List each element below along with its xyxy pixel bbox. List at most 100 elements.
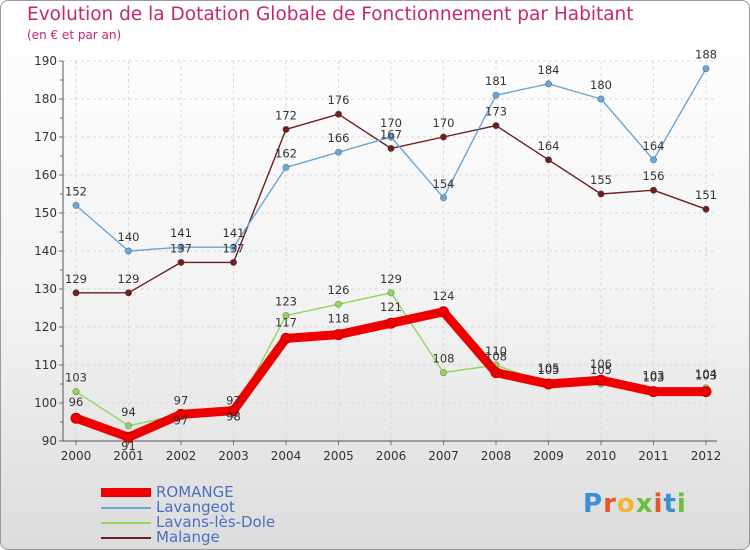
- data-label: 129: [118, 272, 140, 286]
- x-tick-label: 2005: [323, 449, 354, 463]
- data-point: [439, 133, 447, 141]
- data-label: 117: [275, 315, 297, 329]
- data-label: 172: [275, 108, 297, 122]
- data-label: 137: [223, 241, 245, 255]
- data-point: [439, 369, 447, 377]
- x-tick-label: 2003: [218, 449, 249, 463]
- legend-item-lavans-les-dole: Lavans-lès-Dole: [101, 513, 361, 531]
- data-label: 97: [226, 393, 241, 407]
- data-label: 141: [170, 226, 192, 240]
- data-label: 98: [226, 410, 241, 424]
- data-label: 108: [485, 350, 507, 364]
- data-point: [438, 306, 449, 318]
- x-tick-label: 2012: [691, 449, 722, 463]
- data-label: 129: [65, 272, 87, 286]
- data-point: [387, 133, 395, 141]
- legend-label-lavangeot: Lavangeot: [156, 498, 235, 516]
- data-label: 173: [485, 105, 507, 119]
- logo-letter: t: [663, 489, 677, 519]
- data-point: [125, 422, 133, 430]
- data-point: [123, 431, 134, 443]
- x-tick-label: 2008: [481, 449, 512, 463]
- legend: ROMANGE Lavangeot Lavans-lès-Dole Malang…: [101, 483, 361, 546]
- data-point: [648, 386, 659, 398]
- data-label: 105: [538, 361, 560, 375]
- data-point: [333, 329, 344, 341]
- data-label: 164: [538, 139, 560, 153]
- data-label: 181: [485, 74, 507, 88]
- data-label: 123: [275, 295, 297, 309]
- data-label: 129: [380, 272, 402, 286]
- data-label: 91: [121, 439, 136, 453]
- data-point: [439, 194, 447, 202]
- data-label: 97: [174, 393, 189, 407]
- y-tick-label: 160: [34, 168, 57, 182]
- data-point: [230, 258, 238, 266]
- data-label: 164: [643, 139, 665, 153]
- y-tick-label: 150: [34, 206, 57, 220]
- x-tick-label: 2009: [533, 449, 564, 463]
- data-label: 103: [65, 371, 87, 385]
- logo-letter: i: [653, 489, 664, 519]
- data-label: 184: [538, 63, 560, 77]
- data-label: 106: [590, 357, 612, 371]
- data-label: 105: [590, 363, 612, 377]
- data-label: 104: [695, 367, 717, 381]
- logo-letter: i: [676, 489, 687, 519]
- data-point: [544, 156, 552, 164]
- data-point: [70, 412, 82, 424]
- data-label: 103: [643, 369, 665, 383]
- data-point: [282, 125, 290, 133]
- logo-letter: o: [616, 489, 636, 519]
- y-tick-label: 110: [34, 358, 57, 372]
- data-label: 176: [328, 93, 350, 107]
- data-point: [177, 258, 185, 266]
- data-point: [544, 80, 552, 88]
- legend-label-malange: Malange: [156, 528, 220, 546]
- data-label: 162: [275, 146, 297, 160]
- data-point: [125, 247, 133, 255]
- legend-item-malange: Malange: [101, 528, 361, 546]
- data-point: [175, 408, 187, 420]
- x-tick-label: 2006: [376, 449, 407, 463]
- data-point: [387, 144, 395, 152]
- legend-swatch-romange: [101, 488, 151, 497]
- data-label: 170: [433, 116, 455, 130]
- data-point: [72, 388, 80, 396]
- data-label: 118: [328, 312, 350, 326]
- data-label: 96: [69, 395, 84, 409]
- data-point: [72, 289, 80, 297]
- data-point: [228, 405, 239, 417]
- legend-item-lavangeot: Lavangeot: [101, 498, 361, 516]
- chart-title: Evolution de la Dotation Globale de Fonc…: [27, 4, 634, 25]
- y-tick-label: 100: [34, 396, 57, 410]
- x-tick-label: 2000: [61, 449, 92, 463]
- data-label: 94: [121, 405, 136, 419]
- data-label: 126: [328, 283, 350, 297]
- data-label: 166: [328, 131, 350, 145]
- x-tick-label: 2010: [586, 449, 617, 463]
- data-point: [702, 205, 710, 213]
- data-point: [492, 122, 500, 130]
- y-tick-label: 180: [34, 92, 57, 106]
- data-point: [543, 378, 554, 390]
- data-point: [282, 312, 290, 320]
- chart-subtitle: (en € et par an): [27, 28, 122, 42]
- data-label: 180: [590, 78, 612, 92]
- data-point: [72, 201, 80, 209]
- data-label: 103: [695, 369, 717, 383]
- data-point: [595, 374, 607, 386]
- y-tick-label: 130: [34, 282, 57, 296]
- legend-swatch-malange: [101, 537, 151, 539]
- data-point: [230, 243, 238, 251]
- y-tick-label: 190: [34, 54, 57, 68]
- data-label: 155: [590, 173, 612, 187]
- data-label: 151: [695, 188, 717, 202]
- data-point: [334, 110, 342, 118]
- data-label: 141: [223, 226, 245, 240]
- legend-label-lavans-les-dole: Lavans-lès-Dole: [156, 513, 276, 531]
- data-point: [649, 186, 657, 194]
- data-point: [702, 65, 710, 73]
